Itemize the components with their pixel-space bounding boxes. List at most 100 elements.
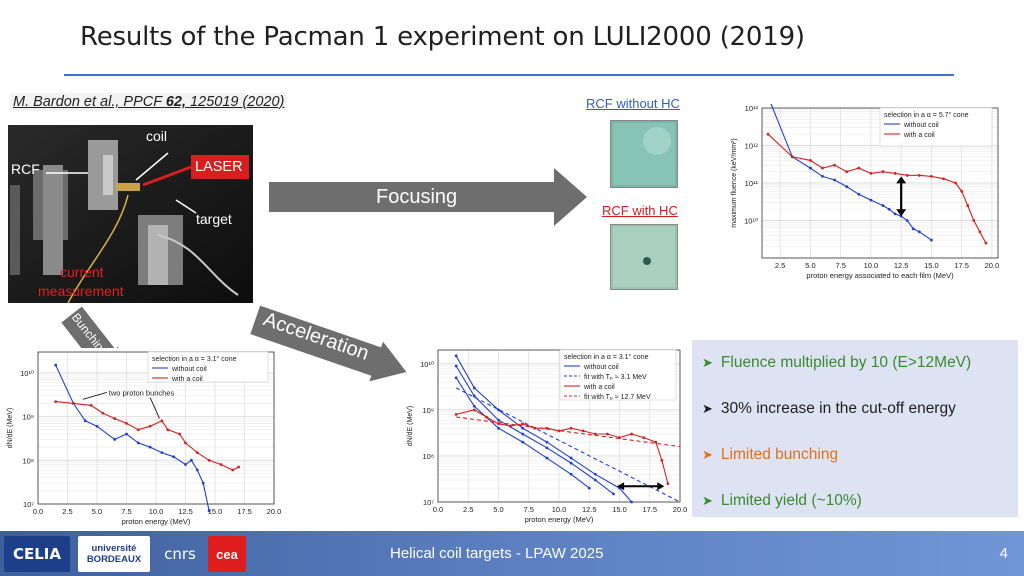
data-point	[95, 424, 99, 428]
bullet-text: Fluence multiplied by 10 (E>12MeV)	[720, 354, 972, 371]
data-point	[821, 166, 824, 170]
x-axis-label: proton energy (MeV)	[122, 517, 191, 526]
y-tick-label: 10⁷	[423, 498, 434, 507]
rcf-with-hc-caption: RCF with HC	[602, 203, 678, 218]
bunching-chart: 0.0 2.5 5.0 7.5 10.0 12.5 15.0 17.5 20.0 10¹⁰ 10⁹ 1…	[6, 348, 284, 526]
annotation-pointer	[82, 392, 107, 400]
data-point	[201, 481, 205, 485]
cea-logo-text: cea	[216, 546, 238, 562]
data-point	[472, 394, 476, 398]
bullet-cutoff: ➤ 30% increase in the cut-off energy	[702, 400, 956, 418]
data-point	[857, 166, 861, 170]
arrow-head-down	[896, 209, 907, 217]
slide-title: Results of the Pacman 1 experiment on LU…	[80, 22, 805, 52]
citation-volume: 62,	[165, 94, 187, 110]
legend-entry: without coil	[903, 122, 939, 129]
y-axis-label: maximum fluence (keV/mm²)	[731, 138, 738, 227]
data-point	[125, 421, 128, 425]
footer-text: Helical coil targets - LPAW 2025	[390, 545, 604, 562]
data-point	[660, 459, 664, 462]
series-line	[456, 416, 681, 448]
x-tick-label: 2.5	[775, 261, 785, 270]
citation-id: 125019 (2020)	[186, 94, 285, 110]
y-tick-label: 10⁸	[422, 452, 434, 461]
x-tick-label: 2.5	[463, 505, 473, 514]
label-laser: LASER	[195, 159, 243, 175]
acceleration-arrow-shape	[250, 305, 407, 382]
data-point	[917, 173, 921, 177]
legend-box	[879, 107, 993, 147]
data-point	[160, 451, 164, 454]
legend-title: selection in a α = 5.7° cone	[884, 111, 969, 119]
coil-shape	[116, 183, 140, 191]
legend-entry: with a coil	[903, 132, 935, 139]
data-point	[125, 432, 128, 436]
arrow-head-right	[657, 482, 665, 491]
data-point	[642, 436, 646, 440]
bullet-text: 30% increase in the cut-off energy	[720, 400, 956, 417]
chart-legend: selection in a α = 3.1° cone without coil…	[147, 351, 269, 383]
data-point	[942, 177, 945, 181]
series-line	[767, 133, 987, 244]
x-tick-label: 17.5	[954, 261, 969, 270]
arrowhead-icon: ➤	[702, 401, 713, 416]
title-divider	[64, 74, 954, 76]
arrowhead-icon: ➤	[702, 447, 713, 462]
data-point	[569, 461, 573, 465]
y-tick-label: 10¹³	[745, 104, 759, 113]
y-tick-label: 10¹²	[745, 142, 759, 151]
chart-legend: selection in a α = 3.1° cone without coil…	[559, 349, 677, 401]
data-point	[972, 219, 976, 222]
x-tick-label: 15.0	[208, 507, 223, 516]
citation[interactable]: M. Bardon et al., PPCF 62, 125019 (2020)	[10, 93, 288, 111]
cutoff-increase-arrow	[617, 482, 665, 491]
data-point	[869, 198, 873, 202]
fluence-gain-arrow	[896, 176, 907, 217]
data-point	[569, 426, 573, 430]
label-measurement: measurement	[38, 283, 124, 299]
legend-entry: fit with Tₚ ≈ 3.1 MeV	[584, 374, 647, 381]
cnrs-logo: cnrs	[158, 536, 202, 572]
y-tick-label: 10⁹	[422, 406, 434, 415]
data-point	[101, 411, 105, 415]
acceleration-chart: 0.0 2.5 5.0 7.5 10.0 12.5 15.0 17.5 20.0 10¹⁰ 10⁹ 1…	[406, 346, 690, 526]
data-point	[195, 468, 199, 472]
rcf-with-hc-film	[610, 224, 678, 290]
x-tick-label: 7.5	[121, 507, 131, 516]
data-point	[930, 174, 933, 178]
data-point	[911, 227, 915, 231]
data-point	[881, 204, 885, 207]
rcf-without-hc-caption: RCF without HC	[586, 96, 680, 111]
x-tick-label: 10.0	[864, 261, 879, 270]
bullet-text: Limited bunching	[720, 446, 839, 463]
data-point	[978, 230, 982, 234]
data-point	[113, 438, 117, 441]
cea-logo: cea	[208, 536, 246, 572]
x-tick-label: 5.0	[805, 261, 815, 270]
arrow-head-left	[617, 482, 625, 491]
legend-box	[147, 351, 269, 383]
rcf-with-hc-image	[613, 227, 675, 287]
data-point	[454, 376, 458, 380]
data-point	[654, 440, 658, 444]
data-point	[833, 163, 837, 167]
data-point	[630, 432, 633, 436]
data-point	[454, 364, 458, 368]
data-point	[893, 172, 897, 175]
data-point	[89, 404, 93, 407]
data-point	[593, 432, 597, 436]
data-point	[521, 422, 525, 426]
bullet-text: Limited yield (~10%)	[720, 492, 862, 509]
y-axis-label: dN/dE (MeV)	[7, 408, 14, 448]
data-point	[509, 424, 512, 428]
bordeaux-logo-text: université BORDEAUX	[86, 543, 142, 565]
legend-title: selection in a α = 3.1° cone	[152, 355, 237, 363]
label-target: target	[196, 211, 232, 227]
data-point	[545, 446, 549, 450]
legend-entry: without coil	[583, 364, 619, 371]
legend-entry: without coil	[171, 366, 207, 373]
data-point	[207, 458, 211, 462]
data-point	[954, 181, 958, 185]
x-tick-label: 20.0	[267, 507, 282, 516]
series-line	[770, 104, 932, 241]
